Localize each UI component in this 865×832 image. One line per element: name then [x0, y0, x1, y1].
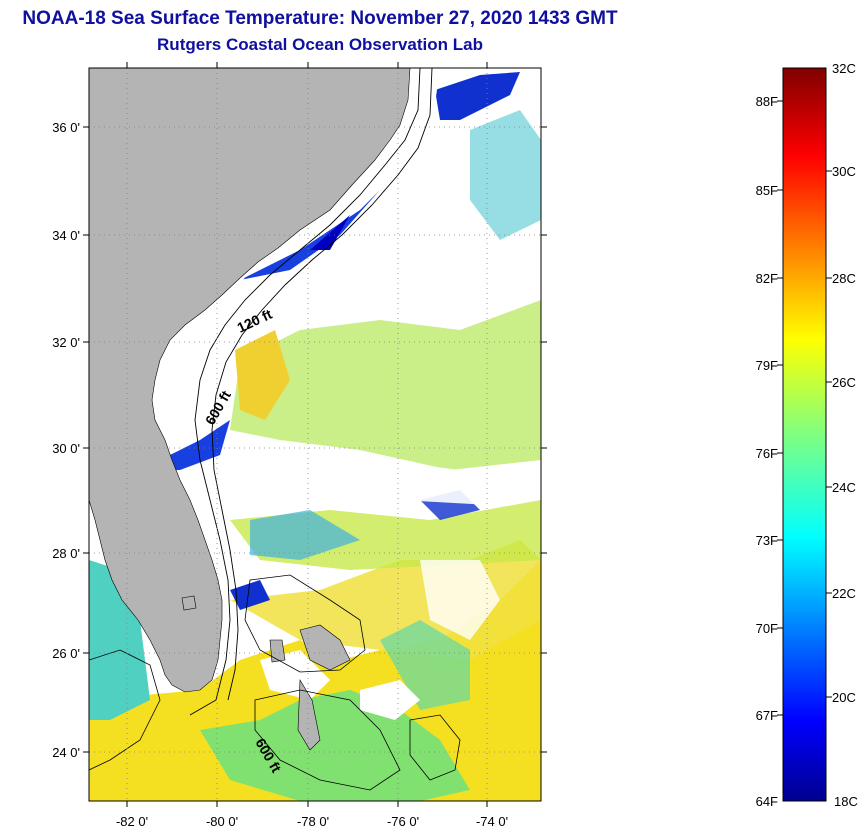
colorbar-label-24c: 24C	[832, 480, 856, 495]
contour-120ft	[189, 68, 421, 716]
land-mass	[89, 68, 411, 693]
lon-label-80: -80 0'	[206, 814, 238, 829]
colorbar-label-22c: 22C	[832, 586, 856, 601]
sst-field	[89, 68, 541, 801]
colorbar-label-88f: 88F	[756, 94, 778, 109]
lat-label-32: 32 0'	[52, 335, 80, 350]
colorbar-label-28c: 28C	[832, 271, 856, 286]
contour-600ft	[211, 68, 433, 701]
colorbar-label-30c: 30C	[832, 164, 856, 179]
lat-label-34: 34 0'	[52, 228, 80, 243]
colorbar	[782, 67, 827, 802]
map-title: NOAA-18 Sea Surface Temperature: Novembe…	[22, 8, 618, 29]
map-frame	[88, 67, 542, 802]
lat-label-28: 28 0'	[52, 546, 80, 561]
graticule	[89, 68, 541, 801]
colorbar-label-67f: 67F	[756, 708, 778, 723]
lat-label-36: 36 0'	[52, 120, 80, 135]
colorbar-label-85f: 85F	[756, 183, 778, 198]
lon-label-76: -76 0'	[387, 814, 419, 829]
lon-label-74: -74 0'	[476, 814, 508, 829]
colorbar-label-26c: 26C	[832, 375, 856, 390]
lat-label-26: 26 0'	[52, 646, 80, 661]
colorbar-label-32c: 32C	[832, 61, 856, 76]
colorbar-label-64f: 64F	[756, 794, 778, 809]
lon-label-78: -78 0'	[297, 814, 329, 829]
colorbar-label-73f: 73F	[756, 533, 778, 548]
colorbar-label-70f: 70F	[756, 621, 778, 636]
colorbar-label-79f: 79F	[756, 358, 778, 373]
lat-label-30: 30 0'	[52, 441, 80, 456]
colorbar-label-76f: 76F	[756, 446, 778, 461]
colorbar-label-20c: 20C	[832, 690, 856, 705]
lat-label-24: 24 0'	[52, 745, 80, 760]
map-subtitle: Rutgers Coastal Ocean Observation Lab	[157, 35, 483, 54]
lon-label-82: -82 0'	[116, 814, 148, 829]
colorbar-label-18c: 18C	[834, 794, 858, 809]
colorbar-label-82f: 82F	[756, 271, 778, 286]
